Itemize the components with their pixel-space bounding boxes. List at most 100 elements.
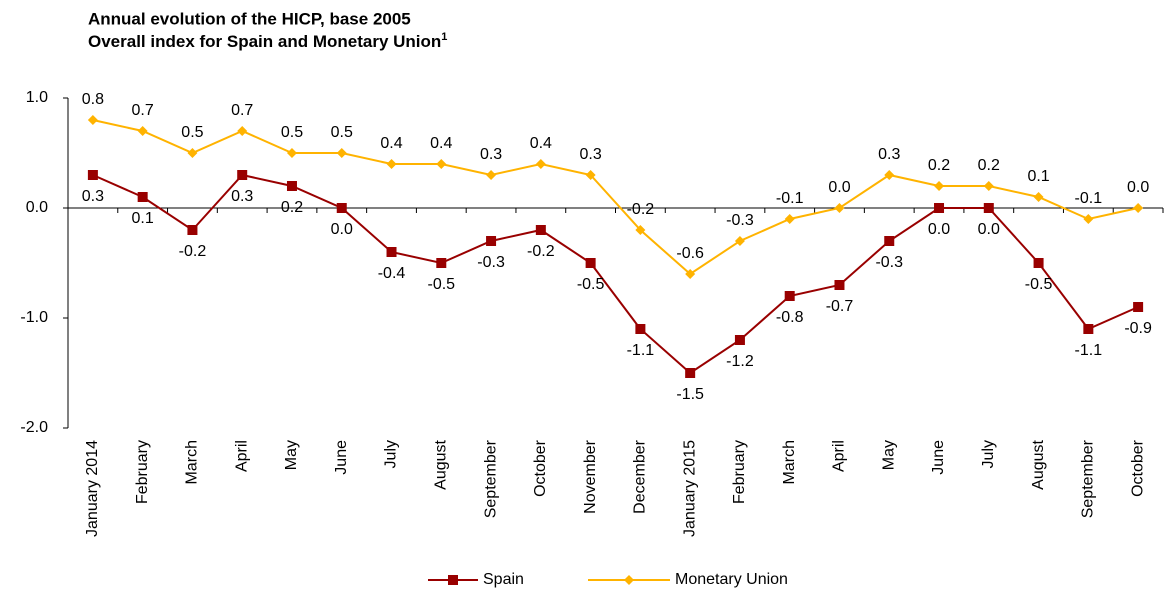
point	[884, 236, 895, 246]
y-tick-label: 0.0	[26, 199, 48, 216]
data-label: 0.0	[928, 221, 950, 238]
footnote-mark: 1	[441, 31, 447, 43]
data-label: -0.8	[776, 309, 804, 326]
data-label: 0.1	[1027, 168, 1049, 185]
data-label: -0.2	[179, 243, 207, 260]
point	[983, 203, 994, 213]
legend-marker	[448, 575, 458, 585]
data-label: 0.2	[978, 157, 1000, 174]
point	[237, 170, 248, 180]
x-tick-label: May	[283, 440, 300, 470]
point	[1033, 258, 1044, 268]
x-tick-label: February	[134, 440, 151, 504]
legend-label: Monetary Union	[675, 571, 788, 588]
data-label: 0.5	[181, 124, 203, 141]
point	[187, 225, 198, 235]
data-label: -0.1	[776, 190, 804, 207]
chart-subtitle: Overall index for Spain and Monetary Uni…	[88, 31, 447, 52]
data-label: -1.1	[1075, 342, 1103, 359]
point	[535, 159, 546, 169]
data-label: 0.3	[878, 146, 900, 163]
point	[983, 181, 994, 191]
data-label: 0.0	[1127, 179, 1149, 196]
point	[237, 126, 248, 136]
data-label: -0.2	[527, 243, 555, 260]
x-tick-label: August	[1030, 439, 1047, 489]
x-tick-label: October	[1129, 439, 1146, 497]
point	[635, 324, 646, 334]
data-label: 0.0	[828, 179, 850, 196]
point	[87, 115, 98, 125]
x-tick-label: June	[333, 440, 350, 475]
point	[1133, 203, 1144, 213]
data-label: 0.3	[82, 188, 104, 205]
x-tick-label: October	[532, 439, 549, 497]
data-label: 0.2	[928, 157, 950, 174]
point	[436, 159, 447, 169]
point	[1033, 192, 1044, 202]
x-tick-label: April	[831, 440, 848, 472]
data-label: 0.4	[380, 135, 402, 152]
x-tick-label: August	[433, 439, 450, 489]
x-tick-label: July	[383, 440, 400, 468]
y-tick-label: 1.0	[26, 89, 48, 106]
data-label: -0.5	[428, 276, 456, 293]
x-tick-label: December	[632, 439, 649, 513]
x-tick-label: April	[233, 440, 250, 472]
data-label: -1.2	[726, 353, 754, 370]
point	[87, 170, 98, 180]
point	[486, 236, 497, 246]
data-label: -1.1	[627, 342, 655, 359]
point	[137, 192, 148, 202]
point	[486, 170, 497, 180]
point	[286, 148, 297, 158]
x-tick-label: March	[184, 440, 201, 484]
data-label: -1.5	[676, 386, 704, 403]
point	[336, 203, 347, 213]
point	[685, 269, 696, 279]
data-label: 0.3	[480, 146, 502, 163]
series-line	[92, 119, 1139, 276]
data-label: 0.5	[281, 124, 303, 141]
data-label: 0.7	[231, 102, 253, 119]
y-tick-label: -1.0	[20, 309, 48, 326]
data-label: 0.4	[530, 135, 552, 152]
data-label: -0.9	[1124, 320, 1152, 337]
data-label: 0.4	[430, 135, 452, 152]
point	[137, 126, 148, 136]
data-label: -0.6	[676, 245, 704, 262]
x-tick-label: February	[731, 440, 748, 504]
point	[386, 247, 397, 257]
data-label: 0.3	[579, 146, 601, 163]
x-tick-label: November	[582, 439, 599, 513]
point	[734, 236, 745, 246]
data-label: -0.5	[1025, 276, 1053, 293]
data-label: -0.2	[627, 201, 655, 218]
x-tick-label: March	[781, 440, 798, 484]
point	[784, 291, 795, 301]
data-label: 0.1	[132, 210, 154, 227]
chart-title: Annual evolution of the HICP, base 2005	[88, 9, 411, 28]
data-label: 0.0	[978, 221, 1000, 238]
point	[336, 148, 347, 158]
point	[734, 335, 745, 345]
point	[1133, 302, 1144, 312]
data-label: 0.0	[331, 221, 353, 238]
data-label: -0.7	[826, 298, 854, 315]
point	[1083, 214, 1094, 224]
data-label: 0.2	[281, 199, 303, 216]
data-label: 0.3	[231, 188, 253, 205]
point	[834, 203, 845, 213]
legend-marker	[624, 575, 634, 585]
x-tick-label: September	[1080, 439, 1097, 518]
data-label: -0.3	[875, 254, 903, 271]
point	[585, 258, 596, 268]
point	[1083, 324, 1094, 334]
x-tick-label: May	[880, 440, 897, 470]
x-tick-label: June	[930, 440, 947, 475]
point	[436, 258, 447, 268]
chart-subtitle-text: Overall index for Spain and Monetary Uni…	[88, 32, 441, 51]
x-tick-label: September	[482, 439, 499, 518]
legend-label: Spain	[483, 571, 524, 588]
